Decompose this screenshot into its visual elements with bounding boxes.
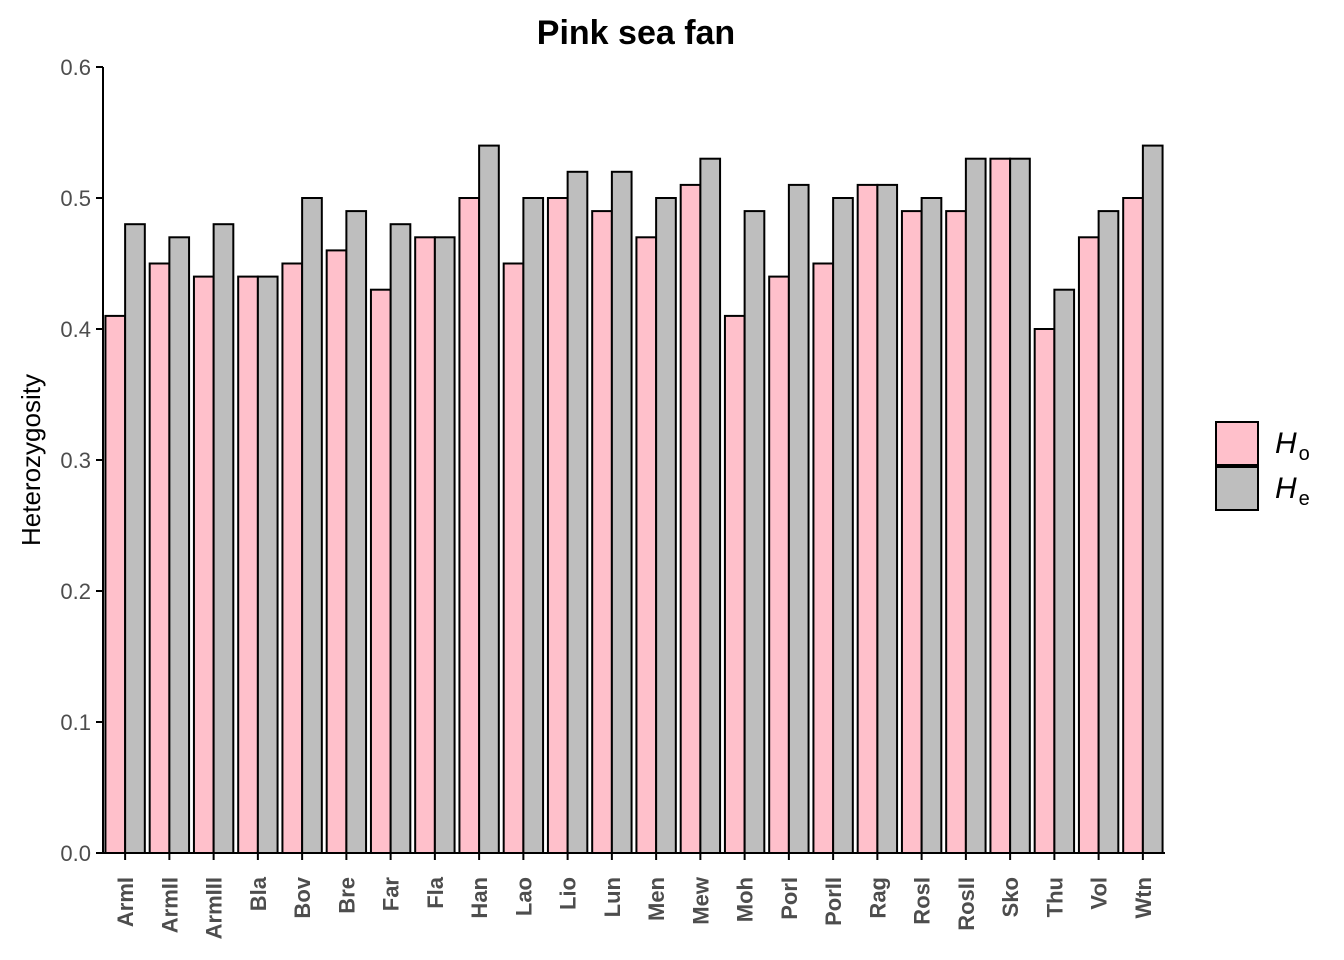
y-tick-label: 0.1 (60, 710, 91, 735)
x-tick-label-RosI: RosI (910, 877, 935, 925)
bar-Bla-o (237, 275, 259, 855)
legend-subscript: e (1299, 488, 1310, 510)
y-tick-label: 0.0 (60, 841, 91, 866)
bar-Far-o (369, 288, 392, 854)
bar-Lio-e (566, 170, 589, 855)
y-tick-label: 0.6 (60, 55, 91, 80)
plot-area: 0.0 0.1 0.2 0.3 0.4 0.5 0.6 ArmI ArmII ArmIII Bla B… (60, 55, 1165, 939)
bar-PorI-e (787, 183, 810, 854)
bar-Bre-e (345, 210, 368, 855)
bar-Moh-e (743, 210, 766, 855)
x-tick-label-ArmII: ArmII (157, 877, 182, 933)
legend-subscript: o (1299, 443, 1310, 465)
bar-Lio-o (546, 197, 569, 854)
bar-Wtn-o (1122, 197, 1144, 854)
x-tick-label-PorI: PorI (777, 877, 802, 920)
bar-Han-e (478, 144, 500, 855)
bar-Men-e (655, 197, 677, 854)
bar-Far-e (389, 223, 412, 854)
bar-Vol-e (1097, 210, 1120, 855)
bar-Thu-e (1053, 288, 1076, 854)
bar-RosII-e (964, 157, 987, 854)
bar-Lao-e (522, 197, 545, 854)
bar-Thu-o (1033, 328, 1056, 854)
bar-Han-o (458, 197, 481, 854)
bar-ArmII-o (148, 262, 171, 854)
bar-Sko-o (989, 157, 1012, 854)
bar-RosI-o (900, 210, 923, 855)
x-tick-label-Men: Men (644, 877, 669, 921)
bar-ArmII-e (168, 236, 191, 855)
x-tick-label-Lao: Lao (511, 877, 536, 916)
legend-swatch-e (1215, 466, 1259, 511)
x-tick-label-Mew: Mew (688, 876, 713, 925)
x-tick-label-Wtn: Wtn (1131, 877, 1156, 919)
bar-Lun-o (591, 210, 613, 855)
y-axis-label: Heterozygosity (16, 374, 46, 546)
bar-Fla-o (414, 236, 436, 855)
x-tick-label-PorII: PorII (821, 877, 846, 926)
bar-ArmIII-e (212, 223, 235, 854)
x-tick-label-Rag: Rag (865, 877, 890, 919)
x-tick-label-Vol: Vol (1087, 877, 1112, 910)
bar-ArmIII-o (192, 275, 215, 855)
x-tick-label-Lio: Lio (556, 877, 581, 910)
y-tick-label: 0.3 (60, 448, 91, 473)
x-tick-label-ArmI: ArmI (113, 877, 138, 927)
chart-title: Pink sea fan (537, 14, 735, 52)
y-tick-label: 0.2 (60, 579, 91, 604)
x-tick-label-RosII: RosII (954, 877, 979, 931)
bar-Vol-o (1077, 236, 1100, 855)
x-tick-label-Sko: Sko (998, 877, 1023, 917)
x-tick-label-Bre: Bre (334, 877, 359, 914)
x-tick-label-Thu: Thu (1042, 877, 1067, 917)
x-tick-label-Bov: Bov (290, 876, 315, 918)
bar-Rag-e (876, 183, 899, 854)
bar-Lun-e (610, 170, 633, 855)
bar-Bov-e (301, 197, 323, 854)
bar-PorI-o (768, 275, 790, 855)
x-tick-label-Bla: Bla (246, 876, 271, 911)
bar-Moh-o (723, 314, 746, 854)
bar-Mew-o (679, 183, 702, 854)
bar-Wtn-e (1141, 144, 1164, 855)
bar-RosI-e (920, 197, 943, 854)
x-tick-label-Fla: Fla (423, 876, 448, 909)
bar-PorII-e (832, 197, 854, 854)
x-tick-label-ArmIII: ArmIII (202, 877, 227, 939)
bar-Sko-e (1009, 157, 1031, 854)
bar-Mew-e (699, 157, 722, 854)
y-tick-label: 0.4 (60, 317, 91, 342)
bar-Fla-e (433, 236, 456, 855)
bar-Bov-o (281, 262, 304, 854)
x-tick-label-Lun: Lun (600, 877, 625, 917)
bar-PorII-o (812, 262, 835, 854)
bar-Lao-o (502, 262, 525, 854)
y-tick-label: 0.5 (60, 186, 91, 211)
bar-ArmI-e (124, 223, 146, 854)
bar-RosII-o (945, 210, 967, 855)
bar-ArmI-o (104, 314, 127, 854)
bar-Bre-o (325, 249, 348, 854)
bar-Bla-e (256, 275, 279, 855)
bar-Men-o (635, 236, 658, 855)
legend-swatch-o (1215, 421, 1259, 466)
x-tick-label-Moh: Moh (733, 877, 758, 922)
x-tick-label-Han: Han (467, 877, 492, 919)
x-tick-label-Far: Far (379, 877, 404, 912)
bar-Rag-o (856, 183, 879, 854)
